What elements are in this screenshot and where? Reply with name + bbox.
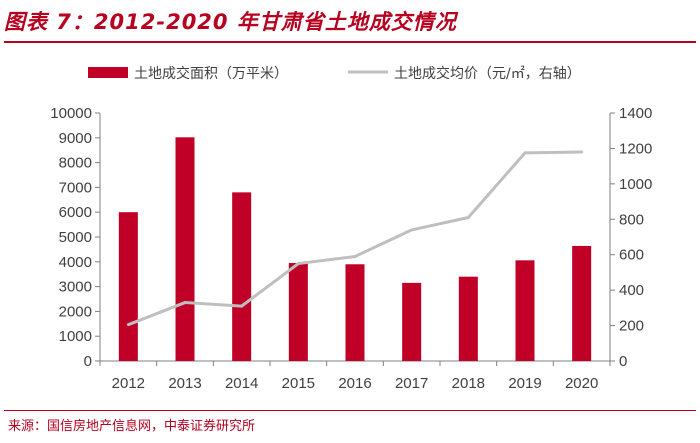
price-point-2019 bbox=[523, 151, 527, 155]
y-left-tick-label: 10000 bbox=[50, 105, 92, 122]
y-right-tick-label: 400 bbox=[619, 282, 644, 299]
y-left-tick-label: 8000 bbox=[59, 155, 92, 172]
bar-area-2017 bbox=[402, 282, 422, 361]
x-tick-label: 2018 bbox=[452, 375, 485, 392]
y-left-tick-label: 0 bbox=[84, 353, 92, 370]
bar-area-2018 bbox=[458, 276, 478, 361]
bar-area-2015 bbox=[288, 263, 308, 361]
bar-area-2012 bbox=[118, 212, 138, 361]
bar-area-2019 bbox=[515, 260, 535, 361]
x-tick-label: 2020 bbox=[565, 375, 598, 392]
price-point-2015 bbox=[296, 262, 300, 266]
price-point-2014 bbox=[240, 304, 244, 308]
y-right-tick-label: 1400 bbox=[619, 105, 652, 122]
price-line bbox=[126, 150, 584, 327]
y-left-tick-label: 4000 bbox=[59, 254, 92, 271]
y-right-tick-label: 200 bbox=[619, 318, 644, 335]
bar-area-2013 bbox=[175, 137, 195, 361]
tick-labels: 0100020003000400050006000700080009000100… bbox=[50, 105, 652, 392]
price-point-2017 bbox=[410, 228, 414, 232]
legend-label-area: 土地成交面积（万平米） bbox=[134, 65, 288, 82]
y-right-tick-label: 800 bbox=[619, 211, 644, 228]
footer-rule bbox=[4, 410, 696, 411]
legend-label-price: 土地成交均价（元/㎡，右轴） bbox=[394, 65, 581, 82]
y-left-tick-label: 7000 bbox=[59, 179, 92, 196]
price-point-2012 bbox=[126, 323, 130, 327]
x-tick-label: 2015 bbox=[282, 375, 315, 392]
x-tick-label: 2012 bbox=[112, 375, 145, 392]
y-right-tick-label: 1200 bbox=[619, 140, 652, 157]
bar-area-2014 bbox=[232, 192, 252, 361]
y-left-tick-label: 9000 bbox=[59, 130, 92, 147]
bars bbox=[118, 137, 592, 361]
title-underline bbox=[4, 41, 696, 43]
price-point-2013 bbox=[183, 301, 187, 305]
legend-swatch-area bbox=[88, 67, 128, 78]
bar-area-2020 bbox=[572, 245, 592, 361]
y-right-tick-label: 0 bbox=[619, 353, 627, 370]
legend: 土地成交面积（万平米） 土地成交均价（元/㎡，右轴） bbox=[88, 65, 581, 82]
y-left-tick-label: 1000 bbox=[59, 328, 92, 345]
y-left-tick-label: 6000 bbox=[59, 204, 92, 221]
price-point-2016 bbox=[353, 254, 357, 258]
x-tick-label: 2017 bbox=[395, 375, 428, 392]
x-tick-label: 2013 bbox=[168, 375, 201, 392]
source-note: 来源：国信房地产信息网，中泰证券研究所 bbox=[8, 419, 256, 434]
bar-area-2016 bbox=[345, 264, 365, 361]
y-left-tick-label: 5000 bbox=[59, 229, 92, 246]
y-left-tick-label: 3000 bbox=[59, 279, 92, 296]
x-tick-label: 2016 bbox=[338, 375, 371, 392]
y-right-tick-label: 1000 bbox=[619, 176, 652, 193]
y-left-tick-label: 2000 bbox=[59, 303, 92, 320]
price-point-2020 bbox=[580, 150, 584, 154]
x-tick-label: 2019 bbox=[508, 375, 541, 392]
price-point-2018 bbox=[466, 216, 470, 220]
x-tick-label: 2014 bbox=[225, 375, 258, 392]
chart-title: 图表 7：2012-2020 年甘肃省土地成交情况 bbox=[4, 10, 457, 34]
y-right-tick-label: 600 bbox=[619, 247, 644, 264]
